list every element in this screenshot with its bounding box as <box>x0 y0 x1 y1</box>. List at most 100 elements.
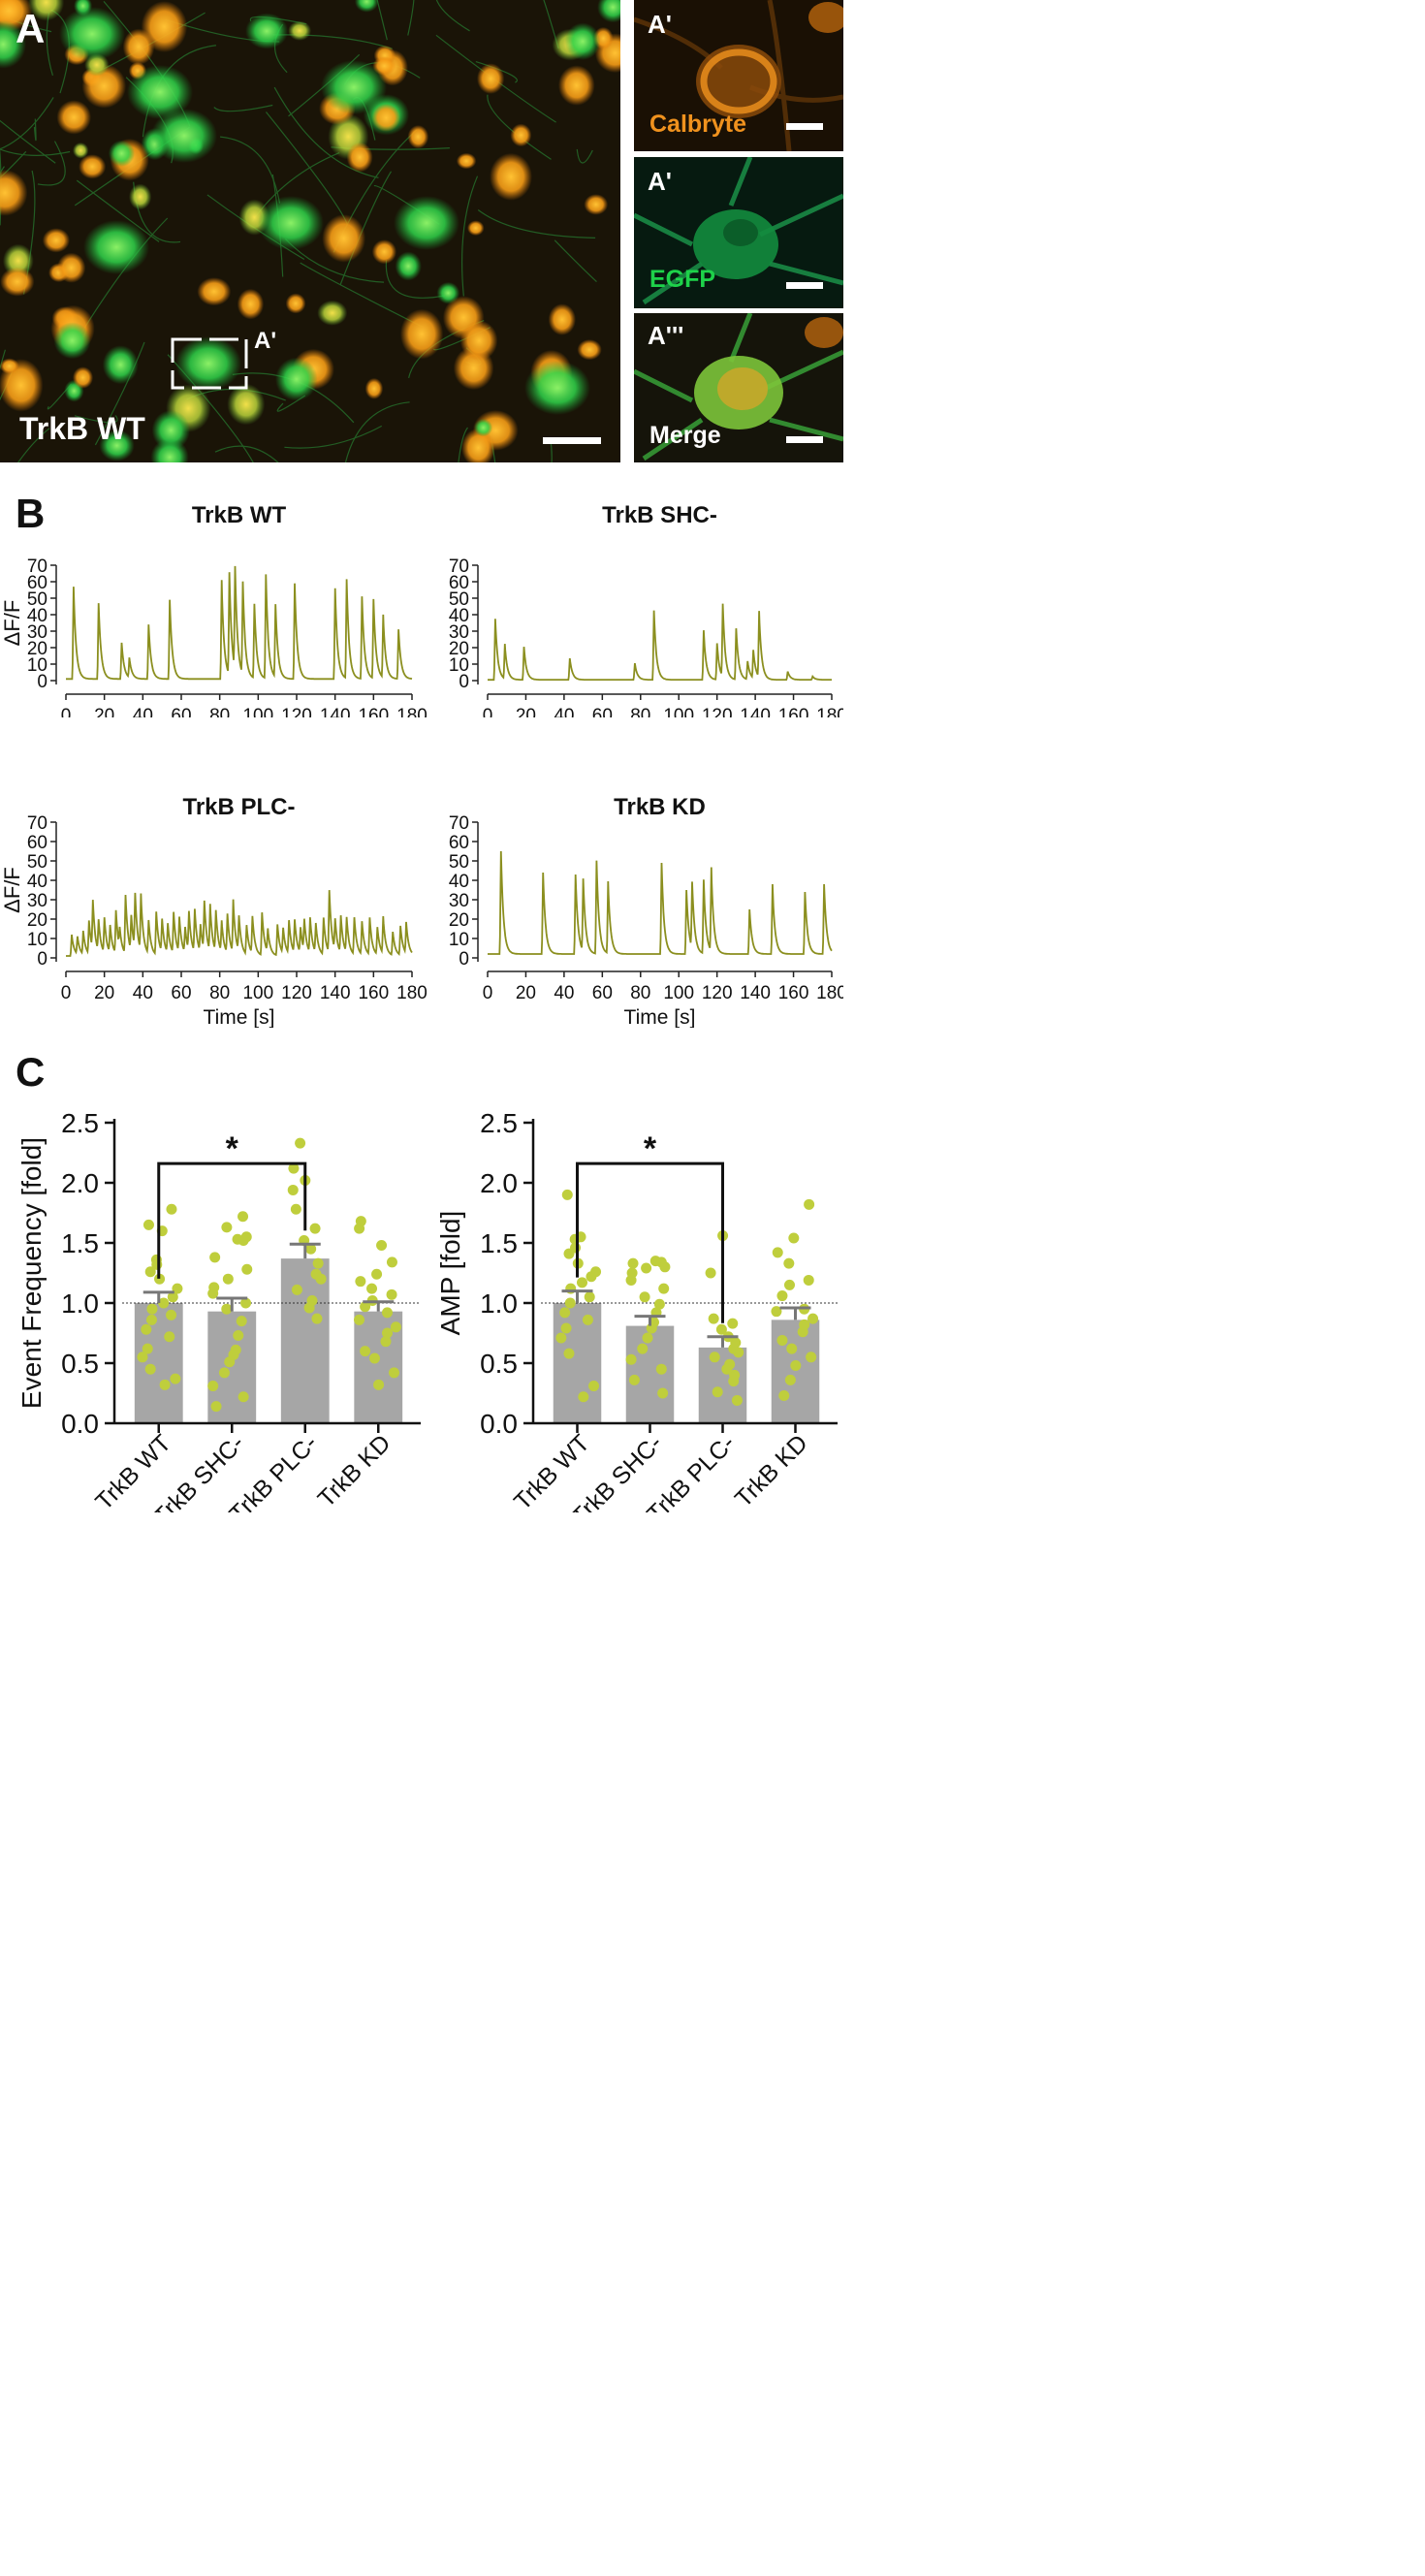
data-point <box>582 1314 593 1325</box>
data-point <box>233 1329 244 1341</box>
data-point <box>366 1283 378 1294</box>
data-point <box>559 1307 571 1319</box>
data-point <box>150 1254 162 1265</box>
data-point <box>380 1336 392 1348</box>
data-point <box>626 1267 638 1279</box>
data-point <box>561 1189 573 1200</box>
x-tick-label: 120 <box>281 706 312 717</box>
data-point <box>142 1219 154 1230</box>
data-point <box>144 1363 156 1375</box>
x-tick-label: 80 <box>209 706 230 717</box>
y-tick-label: 30 <box>27 891 48 911</box>
inset-merge: A''' Merge <box>634 313 843 462</box>
inset-merge-scale-bar <box>786 436 823 443</box>
data-point <box>729 1369 741 1381</box>
chart-title: TrkB KD <box>614 794 706 820</box>
data-point <box>164 1331 175 1343</box>
y-tick-label: 50 <box>27 852 48 873</box>
y-tick-label: 2.0 <box>480 1168 518 1198</box>
data-point <box>290 1203 301 1215</box>
y-tick-label: 10 <box>27 930 48 950</box>
data-point <box>804 1198 815 1210</box>
x-tick-label: 160 <box>778 983 809 1003</box>
data-point <box>159 1379 171 1390</box>
x-tick-label: 100 <box>663 983 694 1003</box>
panel-a-letter: A <box>16 6 46 51</box>
y-tick-label: 0.5 <box>61 1349 99 1379</box>
x-tick-label: 140 <box>740 706 771 717</box>
data-point <box>209 1252 221 1263</box>
data-point <box>141 1323 152 1335</box>
inset-merge-channel: Merge <box>649 422 721 449</box>
x-tick-label: 80 <box>630 983 650 1003</box>
data-point <box>784 1374 796 1385</box>
y-tick-label: 30 <box>449 891 469 911</box>
data-point <box>386 1288 397 1300</box>
inset-egfp-channel: EGFP <box>649 266 716 293</box>
inset-calbryte-channel: Calbryte <box>649 111 747 138</box>
y-tick-label: 2.0 <box>61 1168 99 1198</box>
data-point <box>788 1232 800 1244</box>
trace-series-line <box>488 850 833 955</box>
data-point <box>657 1387 669 1399</box>
data-point <box>808 1313 819 1324</box>
x-tick-label: 120 <box>702 706 733 717</box>
data-point <box>625 1353 637 1365</box>
inset-region-label: A' <box>254 328 277 354</box>
data-point <box>627 1257 639 1269</box>
y-tick-label: 0.0 <box>61 1409 99 1439</box>
y-tick-label: 30 <box>449 622 469 643</box>
bar <box>134 1303 183 1423</box>
trace-series-line <box>66 565 413 681</box>
chart-title: TrkB PLC- <box>182 794 295 820</box>
data-point <box>563 1348 575 1359</box>
data-point <box>312 1257 324 1269</box>
y-tick-label: 20 <box>449 910 469 931</box>
data-point <box>653 1298 665 1310</box>
data-point <box>166 1309 177 1320</box>
y-tick-label: 0 <box>37 672 48 692</box>
data-point <box>641 1262 652 1274</box>
y-tick-label: 20 <box>449 639 469 659</box>
data-point <box>208 1282 220 1293</box>
y-tick-label: 50 <box>449 589 469 610</box>
data-point <box>790 1359 802 1371</box>
data-point <box>355 1216 366 1227</box>
x-tick-label: 180 <box>396 706 427 717</box>
data-point <box>705 1267 716 1279</box>
scale-bar <box>543 437 601 444</box>
data-point <box>222 1273 234 1285</box>
x-tick-label: 140 <box>320 983 351 1003</box>
data-point <box>137 1352 148 1363</box>
data-point <box>712 1386 723 1398</box>
data-point <box>388 1367 399 1379</box>
y-tick-label: 70 <box>27 813 48 834</box>
data-point <box>154 1273 166 1285</box>
x-tick-label: 100 <box>663 706 694 717</box>
y-tick-label: 2.5 <box>61 1108 99 1138</box>
data-point <box>309 1223 321 1234</box>
significance-bracket <box>576 1161 724 1323</box>
x-tick-label: 60 <box>592 983 613 1003</box>
data-point <box>799 1319 810 1330</box>
data-point <box>776 1290 788 1302</box>
data-point <box>355 1276 366 1288</box>
y-axis-label: Event Frequency [fold] <box>16 1137 47 1409</box>
y-tick-label: 1.0 <box>61 1288 99 1319</box>
x-tick-label: 140 <box>740 983 771 1003</box>
x-tick-label: 20 <box>94 983 114 1003</box>
bar <box>280 1258 330 1423</box>
data-point <box>368 1352 380 1364</box>
x-axis-label: Time [s] <box>204 1006 275 1028</box>
bar <box>553 1303 602 1423</box>
micrograph-main-image <box>0 0 620 462</box>
x-tick-label: 0 <box>483 706 493 717</box>
y-tick-label: 0.0 <box>480 1409 518 1439</box>
y-tick-label: 40 <box>27 606 48 626</box>
y-tick-label: 60 <box>449 573 469 593</box>
data-point <box>806 1352 817 1363</box>
data-point <box>241 1263 253 1275</box>
